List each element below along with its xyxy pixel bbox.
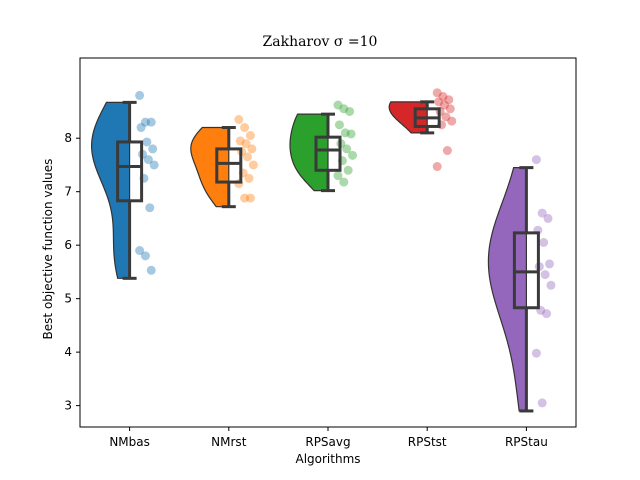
data-point-RPSavg xyxy=(333,100,343,110)
data-point-RPStau xyxy=(531,155,541,165)
x-axis-label: Algorithms xyxy=(295,452,361,466)
data-point-NMbas xyxy=(142,137,152,147)
data-point-RPSavg xyxy=(345,106,355,116)
data-point-NMrst xyxy=(248,160,258,170)
data-point-RPSavg xyxy=(346,129,356,139)
data-point-NMrst xyxy=(245,193,255,203)
data-point-RPSavg xyxy=(339,177,349,187)
violin-NMbas xyxy=(90,101,131,279)
data-point-RPStau xyxy=(537,398,547,408)
data-point-RPSavg xyxy=(343,165,353,175)
plot-area xyxy=(90,88,556,413)
data-point-RPStst xyxy=(444,95,454,105)
data-point-RPStau xyxy=(539,238,549,247)
data-point-RPSavg xyxy=(348,150,358,160)
data-point-RPStst xyxy=(447,116,457,126)
data-point-NMbas xyxy=(135,246,145,256)
data-point-RPSavg xyxy=(334,120,344,130)
y-tick-label-6: 6 xyxy=(64,238,72,252)
data-point-NMbas xyxy=(143,155,153,165)
x-tick-label-RPStst: RPStst xyxy=(408,435,447,449)
data-point-RPStau xyxy=(544,259,554,269)
data-point-NMbas xyxy=(148,144,158,154)
axes: NMbas NMrst RPSavg RPStst RPStau 3 4 5 6 7 8 xyxy=(64,131,547,449)
box-NMbas xyxy=(116,140,144,203)
data-point-RPStau xyxy=(542,309,552,319)
data-point-NMbas xyxy=(140,117,150,127)
data-point-NMrst xyxy=(243,152,253,162)
data-point-NMrst xyxy=(235,136,245,146)
data-point-NMrst xyxy=(240,123,250,133)
data-point-RPStst xyxy=(441,112,451,122)
violin-NMrst xyxy=(190,126,230,208)
y-tick-label-7: 7 xyxy=(64,185,72,199)
x-tick-label-RPSavg: RPSavg xyxy=(305,435,350,449)
data-point-RPSavg xyxy=(342,144,352,154)
data-point-RPStst xyxy=(442,146,452,156)
data-point-NMrst xyxy=(241,139,251,149)
data-point-RPSavg xyxy=(340,128,350,138)
box-RPSavg xyxy=(314,135,342,172)
data-point-RPStst xyxy=(432,162,442,172)
data-point-RPStau xyxy=(546,280,556,290)
data-point-NMbas xyxy=(149,160,159,170)
data-point-RPStau xyxy=(537,208,547,218)
data-point-NMbas xyxy=(145,203,155,213)
data-point-NMbas xyxy=(136,123,146,133)
y-tick-label-3: 3 xyxy=(64,399,72,413)
data-point-NMbas xyxy=(135,90,145,100)
box-NMrst xyxy=(215,147,243,184)
data-point-NMrst xyxy=(240,193,250,203)
data-point-RPStst xyxy=(445,104,455,114)
data-point-NMbas xyxy=(146,117,156,127)
data-point-NMrst xyxy=(247,144,257,154)
data-point-NMrst xyxy=(234,115,244,124)
data-point-RPStst xyxy=(438,92,448,102)
data-point-RPStau xyxy=(543,213,553,223)
chart-title: Zakharov σ =10 xyxy=(262,34,378,50)
y-tick-label-4: 4 xyxy=(64,345,72,359)
y-tick-label-8: 8 xyxy=(64,131,72,145)
data-point-RPStau xyxy=(540,270,550,280)
data-point-RPStau xyxy=(531,348,541,358)
data-point-NMrst xyxy=(245,131,255,141)
data-point-RPSavg xyxy=(339,104,349,114)
x-tick-label-RPStau: RPStau xyxy=(505,435,548,449)
violin-RPStau xyxy=(487,167,527,412)
y-tick-label-5: 5 xyxy=(64,292,72,306)
x-tick-label-NMrst: NMrst xyxy=(211,435,247,449)
data-point-RPStst xyxy=(434,97,444,107)
data-point-RPStst xyxy=(439,100,449,110)
data-point-NMbas xyxy=(146,265,156,275)
violin-RPSavg xyxy=(289,113,329,192)
data-point-RPSavg xyxy=(333,171,343,181)
x-tick-label-NMbas: NMbas xyxy=(109,435,150,449)
data-point-NMrst xyxy=(244,173,254,183)
box-RPStau xyxy=(512,231,540,310)
data-point-RPStst xyxy=(432,88,442,98)
data-point-NMbas xyxy=(140,251,150,261)
